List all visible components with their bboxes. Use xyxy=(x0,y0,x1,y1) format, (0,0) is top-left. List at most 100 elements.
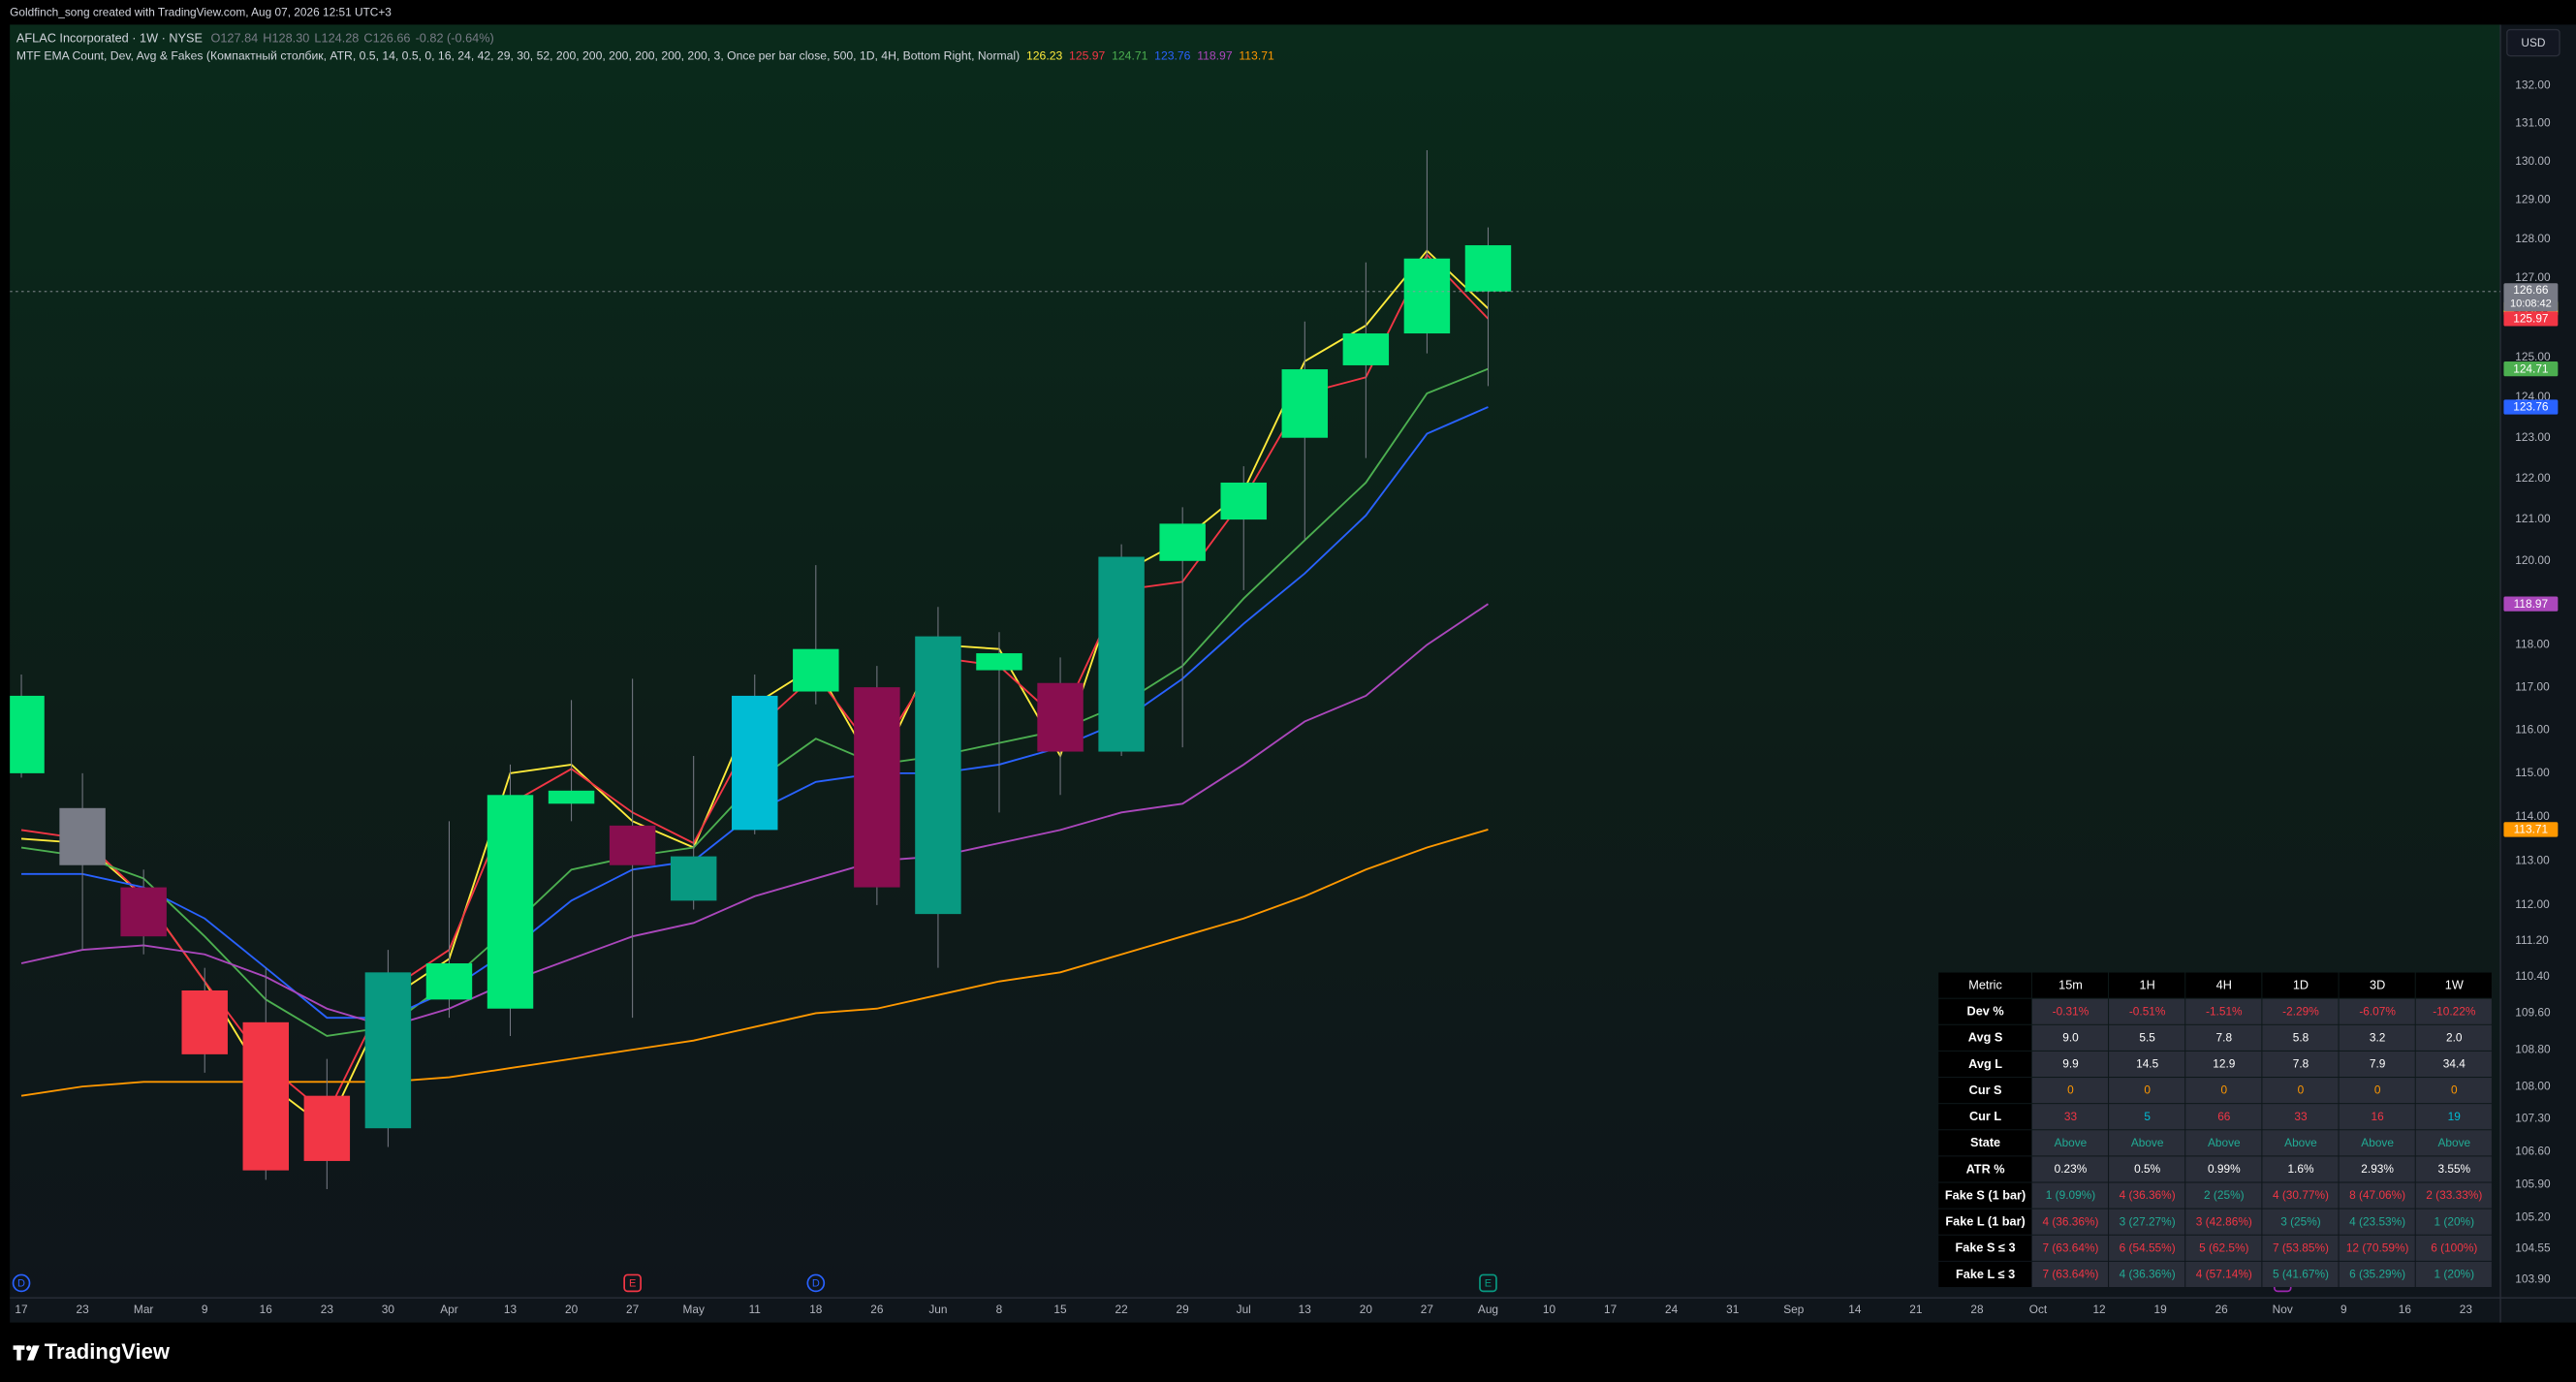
y-tick-label: 123.00 xyxy=(2515,430,2551,444)
logo: TradingView xyxy=(13,1339,171,1364)
x-tick-label: 11 xyxy=(749,1303,762,1316)
candle-body xyxy=(1037,682,1084,752)
table-cell xyxy=(1938,1235,2031,1261)
candle-body xyxy=(487,795,534,1009)
event-marker xyxy=(1479,1273,1497,1293)
table-cell xyxy=(2262,1156,2339,1182)
y-tick-label: 109.60 xyxy=(2515,1006,2551,1020)
y-tick-label: 115.00 xyxy=(2515,766,2550,779)
candle-body xyxy=(120,887,167,937)
candle-body xyxy=(854,687,900,888)
x-tick-label: 20 xyxy=(1360,1303,1373,1316)
x-tick-label: 23 xyxy=(321,1303,334,1316)
table-cell xyxy=(1938,1051,2031,1078)
table-cell xyxy=(1938,1209,2031,1235)
table-value: 1.6% xyxy=(2287,1162,2313,1176)
table-value: 2.0 xyxy=(2446,1030,2463,1044)
table-cell xyxy=(2262,1130,2339,1156)
table-value: -10.22% xyxy=(2433,1004,2476,1018)
table-cell xyxy=(2185,1024,2262,1051)
table-value: 0.5% xyxy=(2134,1162,2160,1176)
candle-body xyxy=(670,856,717,901)
table-value: -6.07% xyxy=(2359,1004,2396,1018)
x-tick-label: 13 xyxy=(1299,1303,1312,1316)
table-header: 3D xyxy=(2370,977,2385,991)
table-row-label: State xyxy=(1970,1135,2000,1149)
current-price-label: 126.66 xyxy=(2513,283,2549,297)
table-cell xyxy=(2031,1209,2109,1235)
table-value: -0.31% xyxy=(2053,1004,2089,1018)
x-tick-label: 30 xyxy=(382,1303,395,1316)
logo-mark xyxy=(16,1345,21,1361)
table-row-label: ATR % xyxy=(1966,1161,2005,1176)
y-tick-label: 130.00 xyxy=(2515,154,2551,168)
x-tick-label: Aug xyxy=(1478,1303,1498,1316)
table-header-cell xyxy=(2262,972,2339,998)
table-cell xyxy=(2262,1235,2339,1261)
event-marker xyxy=(806,1273,826,1293)
price-tag xyxy=(2503,311,2559,327)
table-cell xyxy=(2415,998,2492,1024)
table-cell xyxy=(2262,1078,2339,1104)
candle-body xyxy=(10,695,45,773)
table-cell xyxy=(2415,1156,2492,1182)
table-cell xyxy=(2415,1209,2492,1235)
logo-mark xyxy=(25,1345,32,1351)
table-cell xyxy=(1938,1182,2031,1209)
table-cell xyxy=(2109,1235,2185,1261)
event-label: D xyxy=(812,1278,820,1290)
table-value: 33 xyxy=(2064,1110,2078,1123)
table-cell xyxy=(2262,1051,2339,1078)
table-cell xyxy=(1938,1024,2031,1051)
table-cell xyxy=(2109,998,2185,1024)
table-cell xyxy=(2262,1104,2339,1130)
candle-body xyxy=(1464,245,1512,292)
table-value: 3.2 xyxy=(2370,1030,2386,1044)
event-marker xyxy=(12,1273,31,1293)
currency-box[interactable] xyxy=(2506,28,2560,57)
table-cell xyxy=(2262,1024,2339,1051)
x-tick-label: 16 xyxy=(2399,1303,2412,1316)
table-header: 15m xyxy=(2058,977,2083,991)
x-tick-label: 16 xyxy=(260,1303,273,1316)
countdown: 10:08:42 xyxy=(2510,298,2552,309)
table-value: 7.8 xyxy=(2216,1030,2233,1044)
table-value: -2.29% xyxy=(2282,1004,2319,1018)
current-price-tag xyxy=(2503,283,2559,312)
y-tick-label: 129.00 xyxy=(2515,193,2551,206)
candle-body xyxy=(732,695,778,831)
table-cell xyxy=(2339,1261,2415,1288)
table-value: 4 (30.77%) xyxy=(2273,1188,2329,1202)
table-cell xyxy=(2415,1078,2492,1104)
table-value: 33 xyxy=(2294,1110,2308,1123)
table-value: 4 (36.36%) xyxy=(2042,1214,2098,1228)
table-cell xyxy=(2339,1156,2415,1182)
table-cell xyxy=(2031,1235,2109,1261)
symbol-line: AFLAC Incorporated · 1W · NYSE O127.84 H12… xyxy=(16,31,494,46)
change: -0.82 (-0.64%) xyxy=(416,31,494,46)
table-row-label: Fake L (1 bar) xyxy=(1945,1214,2025,1229)
table-cell xyxy=(2031,1078,2109,1104)
x-tick-label: 22 xyxy=(1115,1303,1128,1316)
table-value: 5 xyxy=(2144,1110,2151,1123)
legend-value: 126.23 xyxy=(1026,49,1062,63)
y-tick-label: 110.40 xyxy=(2515,969,2550,983)
candle-body xyxy=(425,963,473,1000)
indicator-line: MTF EMA Count, Dev, Avg & Fakes (Компакт… xyxy=(16,49,1274,63)
x-tick-label: 23 xyxy=(76,1303,89,1316)
table-header-cell xyxy=(1938,972,2031,998)
x-tick-label: Jul xyxy=(1237,1303,1251,1316)
table-cell xyxy=(2185,1104,2262,1130)
table-cell xyxy=(2415,1235,2492,1261)
table-cell xyxy=(2415,1051,2492,1078)
table-header-cell xyxy=(2109,972,2185,998)
x-tick-label: 9 xyxy=(2340,1303,2347,1316)
table-value: Above xyxy=(2208,1136,2241,1149)
symbol: AFLAC Incorporated · 1W · NYSE xyxy=(16,31,203,46)
table-cell xyxy=(2109,1261,2185,1288)
table-cell xyxy=(2339,1235,2415,1261)
currency[interactable]: USD xyxy=(2521,36,2545,49)
table-value: 7 (53.85%) xyxy=(2273,1241,2329,1254)
table-cell xyxy=(2031,1130,2109,1156)
